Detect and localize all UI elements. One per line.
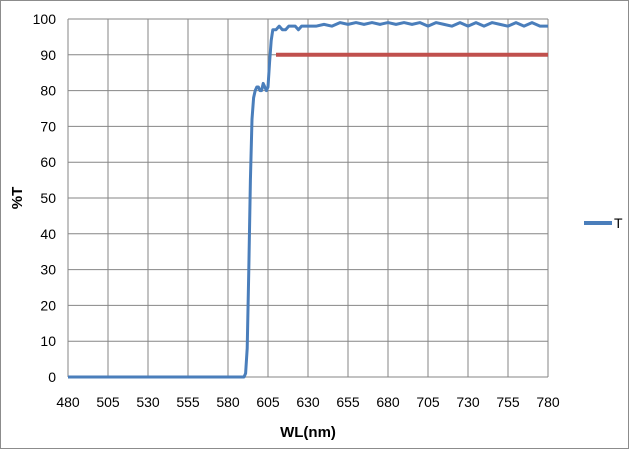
x-tick-label: 480 [56,394,80,410]
y-tick-label: 40 [40,226,56,242]
x-tick-label: 755 [496,394,520,410]
x-tick-label: 780 [536,394,560,410]
x-tick-label: 705 [416,394,440,410]
x-tick-label: 530 [136,394,160,410]
x-tick-label: 605 [256,394,280,410]
x-axis-title: WL(nm) [280,424,336,441]
y-axis-title: %T [9,187,26,210]
y-tick-label: 20 [40,297,56,313]
y-tick-label: 90 [40,47,56,63]
x-tick-label: 680 [376,394,400,410]
legend-label-t: T [614,215,623,231]
y-tick-label: 70 [40,118,56,134]
y-tick-labels: 0 10 20 30 40 50 60 70 80 90 100 [33,11,57,385]
x-tick-label: 555 [176,394,200,410]
series-line-t [68,21,548,379]
x-tick-labels: 480 505 530 555 580 605 630 655 680 705 730 755 780 [56,394,560,410]
x-tick-label: 655 [336,394,360,410]
series-lines [68,21,548,379]
y-tick-label: 10 [40,333,56,349]
y-tick-label: 80 [40,83,56,99]
y-tick-label: 50 [40,190,56,206]
legend: T [584,215,623,231]
y-tick-label: 30 [40,262,56,278]
y-tick-label: 0 [48,369,56,385]
x-tick-label: 630 [296,394,320,410]
x-tick-label: 505 [96,394,120,410]
x-tick-label: 580 [216,394,240,410]
x-tick-label: 730 [456,394,480,410]
y-tick-label: 60 [40,154,56,170]
grid [67,18,549,378]
y-tick-label: 100 [33,11,57,27]
